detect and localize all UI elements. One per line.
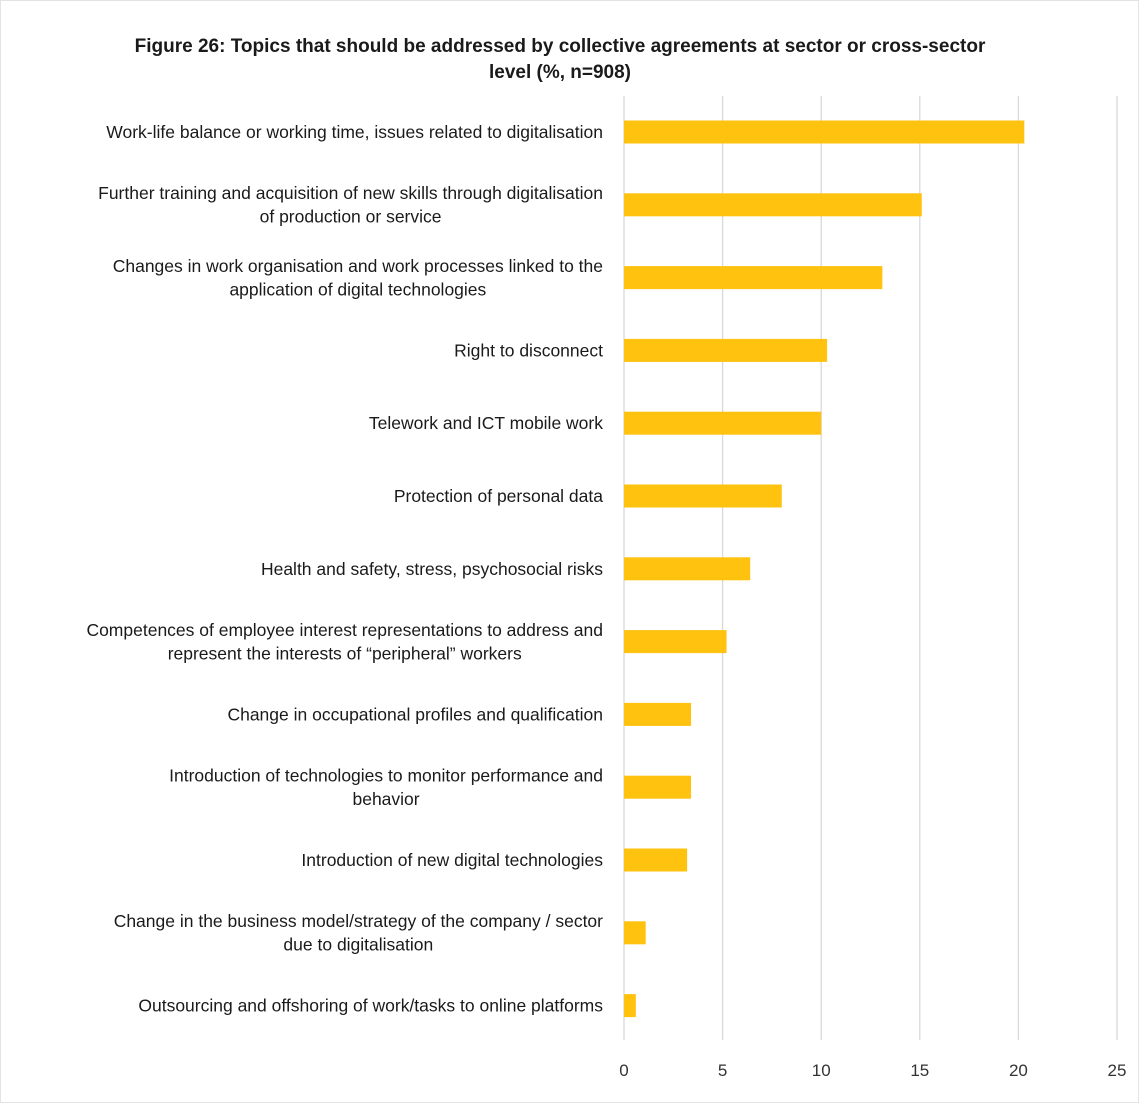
category-label-line: Health and safety, stress, psychosocial … bbox=[261, 559, 603, 579]
x-tick-label: 15 bbox=[910, 1061, 929, 1080]
category-label-line: due to digitalisation bbox=[283, 935, 433, 955]
category-label-line: Telework and ICT mobile work bbox=[369, 413, 603, 433]
category-label-line: Change in occupational profiles and qual… bbox=[227, 704, 603, 724]
category-label: Change in the business model/strategy of… bbox=[114, 911, 603, 955]
category-label: Protection of personal data bbox=[394, 486, 603, 506]
category-label: Introduction of new digital technologies bbox=[301, 850, 603, 870]
category-label-line: Change in the business model/strategy of… bbox=[114, 911, 603, 931]
bars bbox=[624, 120, 1025, 1018]
bar bbox=[624, 120, 1025, 144]
x-tick-label: 5 bbox=[718, 1061, 727, 1080]
category-label-line: Further training and acquisition of new … bbox=[98, 183, 603, 203]
category-label: Further training and acquisition of new … bbox=[98, 183, 603, 227]
bar bbox=[624, 994, 636, 1018]
category-label-line: Introduction of technologies to monitor … bbox=[169, 765, 603, 785]
x-tick-label: 0 bbox=[619, 1061, 628, 1080]
bar bbox=[624, 775, 692, 799]
x-tick-label: 25 bbox=[1108, 1061, 1127, 1080]
bar bbox=[624, 848, 688, 872]
chart-title-line-2: level (%, n=908) bbox=[488, 62, 632, 83]
category-label: Health and safety, stress, psychosocial … bbox=[261, 559, 603, 579]
category-label: Competences of employee interest represe… bbox=[86, 620, 603, 664]
category-label: Telework and ICT mobile work bbox=[369, 413, 603, 433]
category-labels: Work-life balance or working time, issue… bbox=[86, 122, 603, 1016]
gridlines bbox=[623, 96, 1118, 1040]
category-label: Work-life balance or working time, issue… bbox=[106, 122, 603, 142]
x-axis-ticks: 0 5 10 15 20 25 bbox=[619, 1061, 1126, 1080]
category-label-line: application of digital technologies bbox=[229, 279, 486, 299]
bar bbox=[624, 193, 922, 217]
category-label: Changes in work organisation and work pr… bbox=[113, 256, 603, 300]
x-tick-label: 10 bbox=[812, 1061, 831, 1080]
category-label: Introduction of technologies to monitor … bbox=[169, 765, 603, 809]
chart-title-line-1: Figure 26: Topics that should be address… bbox=[134, 36, 986, 57]
category-label-line: Introduction of new digital technologies bbox=[301, 850, 603, 870]
bar bbox=[624, 338, 828, 362]
category-label-line: of production or service bbox=[260, 207, 442, 227]
category-label-line: represent the interests of “peripheral” … bbox=[168, 643, 522, 663]
category-label: Outsourcing and offshoring of work/tasks… bbox=[138, 996, 603, 1016]
category-label-line: Competences of employee interest represe… bbox=[86, 620, 603, 640]
bar bbox=[624, 411, 822, 435]
bar bbox=[624, 266, 883, 290]
chart-title: Figure 26: Topics that should be address… bbox=[60, 34, 1060, 86]
bar bbox=[624, 630, 727, 654]
category-label-line: Outsourcing and offshoring of work/tasks… bbox=[138, 996, 603, 1016]
category-label-line: Right to disconnect bbox=[454, 340, 603, 360]
bar bbox=[624, 484, 782, 508]
category-label: Change in occupational profiles and qual… bbox=[227, 704, 603, 724]
x-tick-label: 20 bbox=[1009, 1061, 1028, 1080]
bar bbox=[624, 557, 751, 581]
category-label-line: Work-life balance or working time, issue… bbox=[106, 122, 603, 142]
bar bbox=[624, 702, 692, 726]
category-label-line: behavior bbox=[352, 789, 419, 809]
bar bbox=[624, 921, 646, 945]
category-label: Right to disconnect bbox=[454, 340, 603, 360]
category-label-line: Changes in work organisation and work pr… bbox=[113, 256, 603, 276]
category-label-line: Protection of personal data bbox=[394, 486, 603, 506]
